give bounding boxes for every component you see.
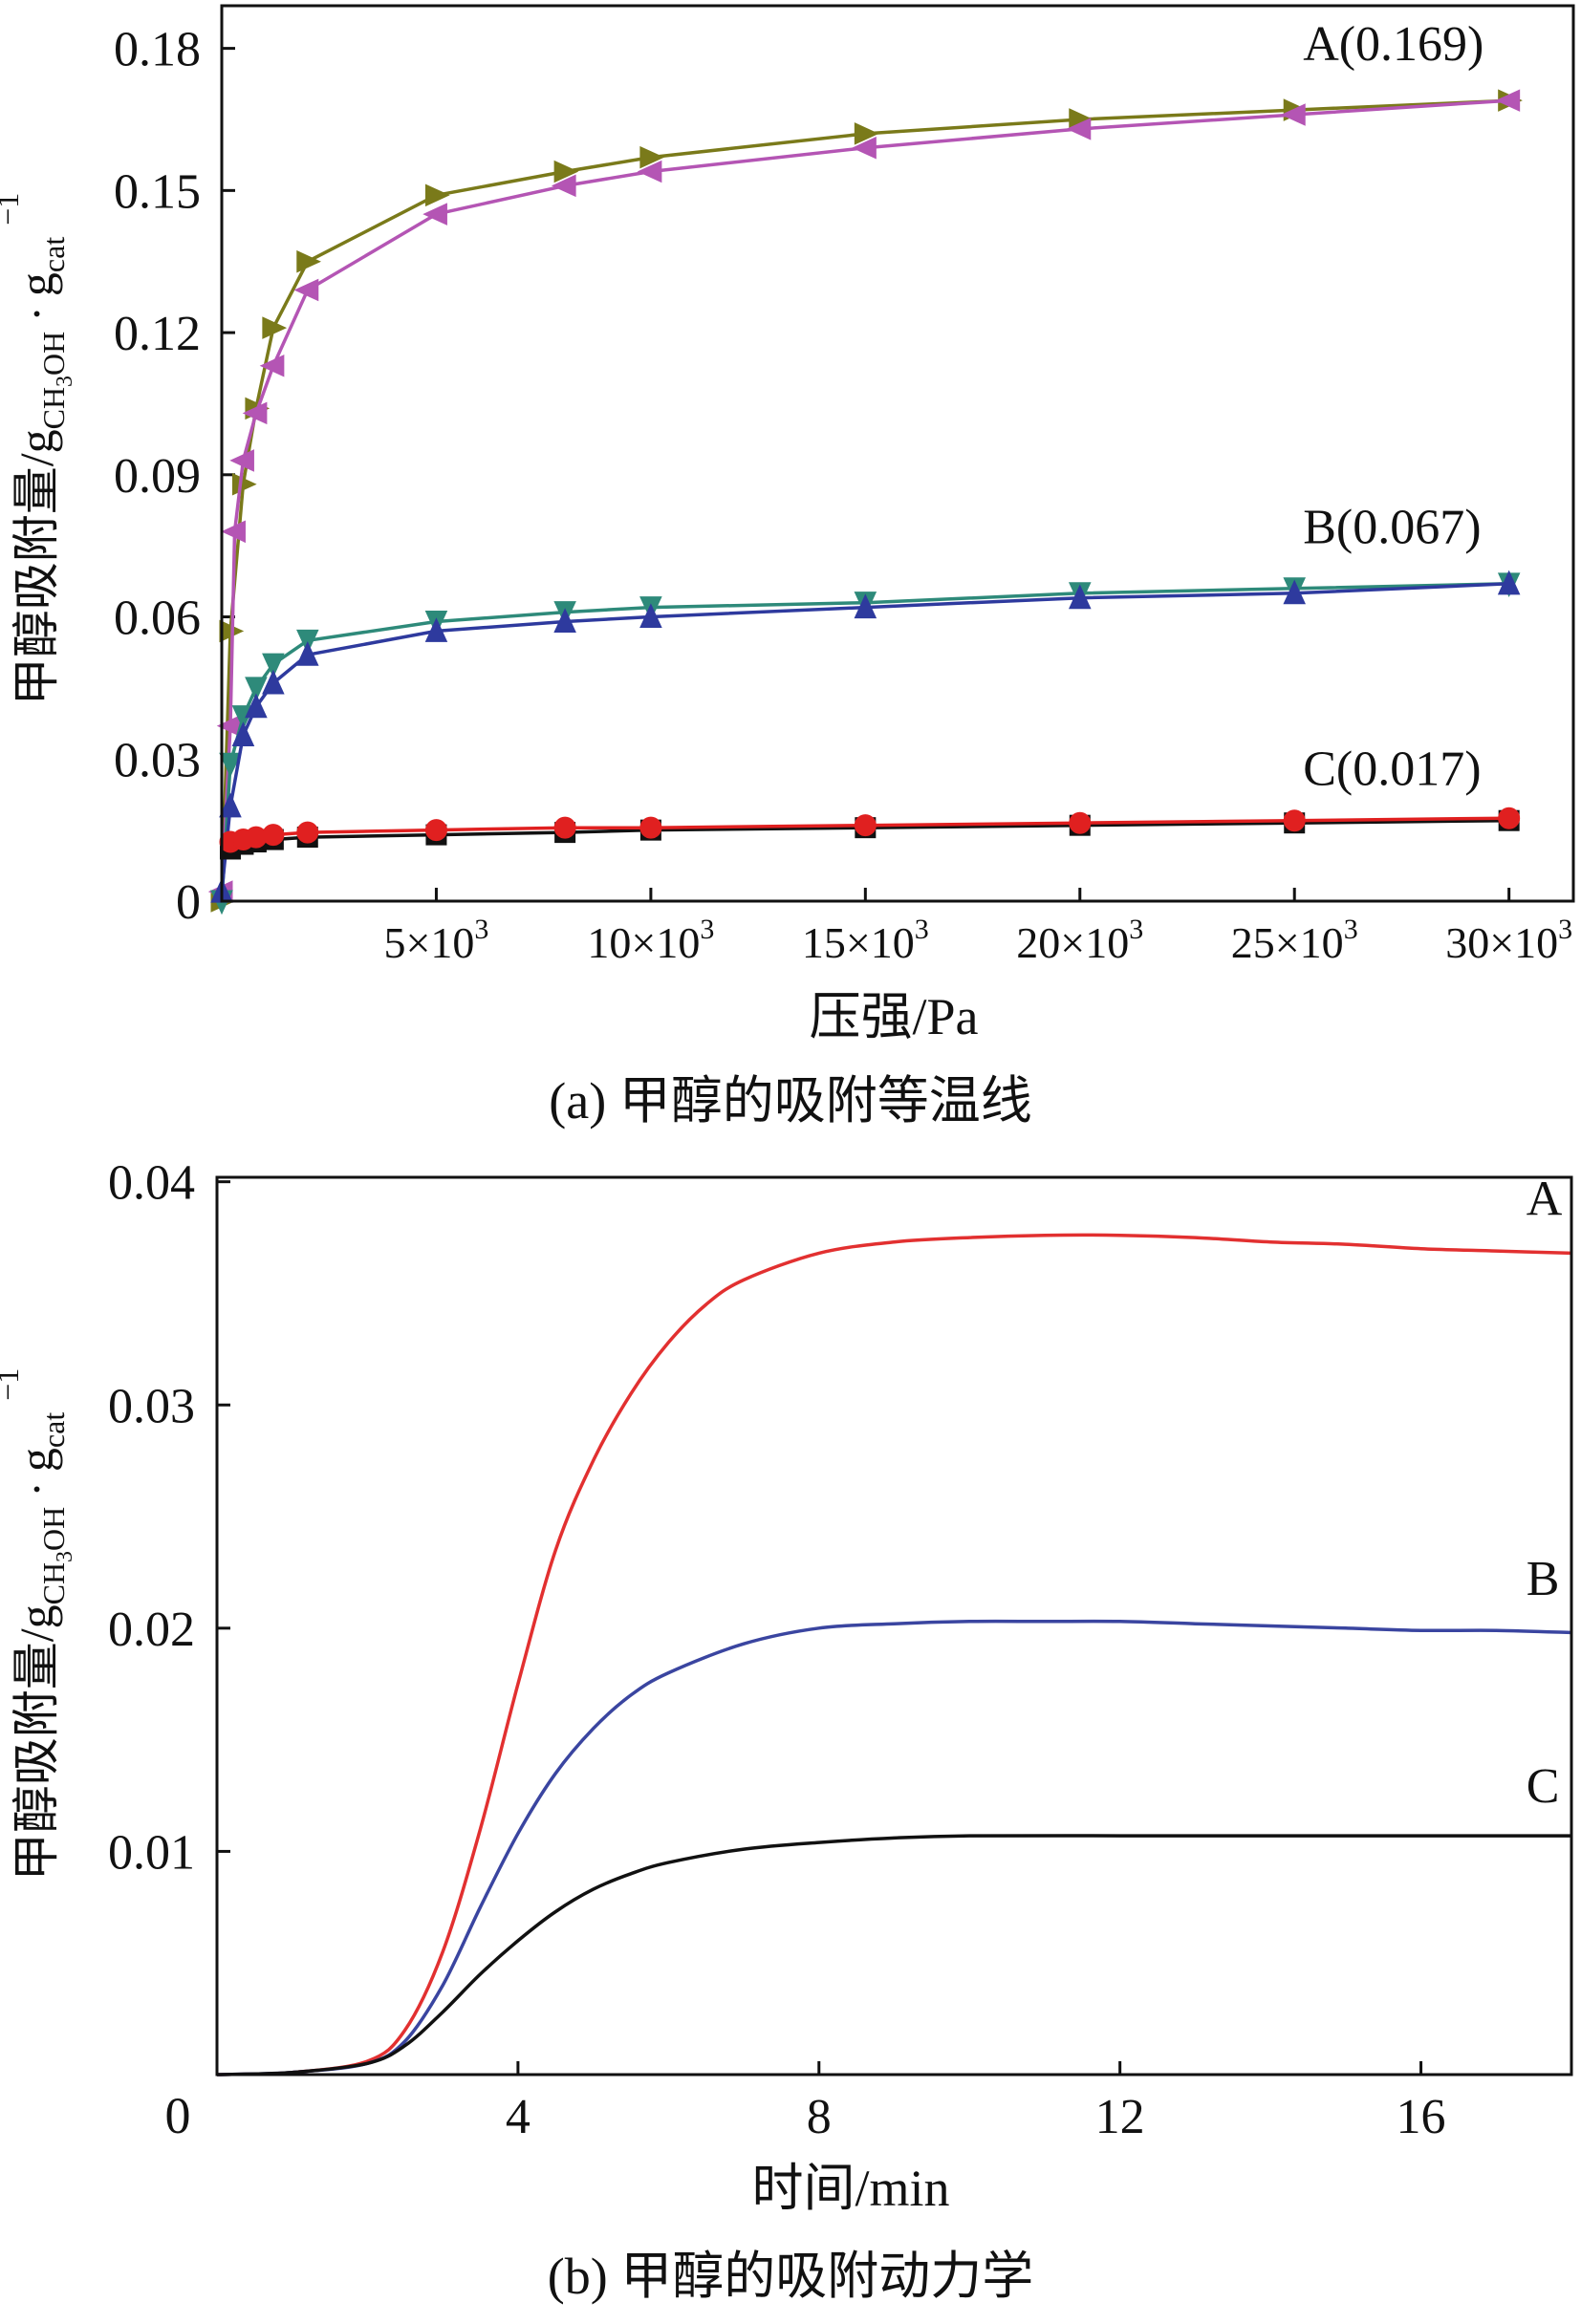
- panel-a-series: [207, 89, 1523, 915]
- x-tick-label: 15×103: [802, 914, 929, 967]
- data-point-B-desorption: [231, 721, 255, 746]
- y-tick-label: 0.03: [114, 733, 201, 787]
- y-tick-label: 0.12: [114, 307, 201, 361]
- data-point-B-adsorption: [245, 677, 268, 702]
- series-annotation: B(0.067): [1303, 501, 1481, 555]
- x-tick-label: 10×103: [587, 914, 714, 967]
- y-tick-label: 0.04: [108, 1156, 195, 1211]
- data-point-C-desorption: [296, 821, 319, 844]
- series-line-A-desorption: [220, 98, 1509, 893]
- series-annotation: C: [1527, 1759, 1560, 1814]
- x-tick-label: 12: [1095, 2090, 1145, 2144]
- data-point-B-desorption: [553, 608, 576, 633]
- data-point-B-desorption: [262, 669, 285, 695]
- data-point-C-desorption: [1283, 809, 1306, 832]
- y-tick-label: 0.15: [114, 164, 201, 219]
- y-tick-label: 0.01: [108, 1825, 195, 1880]
- data-point-B-desorption: [1283, 579, 1307, 605]
- data-point-B-desorption: [854, 593, 877, 619]
- panel-b-x-tick-labels: 4 8 12 16: [506, 2090, 1446, 2144]
- data-point-B-adsorption: [219, 752, 242, 778]
- y-tick-label: 0.02: [108, 1603, 195, 1657]
- y-tick-label: 0.09: [114, 449, 201, 504]
- data-point-A-adsorption: [854, 122, 879, 145]
- x-tick-label: 25×103: [1231, 914, 1358, 967]
- data-point-B-adsorption: [262, 653, 285, 678]
- data-point-B-desorption: [295, 641, 319, 666]
- panel-a-x-axis-label: 压强/Pa: [809, 988, 978, 1045]
- series-line-B: [216, 1619, 1572, 2077]
- data-point-C-desorption: [553, 816, 576, 839]
- x-tick-label: 5×103: [383, 914, 488, 967]
- data-point-B-desorption: [639, 603, 662, 629]
- panel-a-annotations: A(0.169) B(0.067) C(0.017): [1303, 17, 1484, 797]
- series-annotation: A(0.169): [1303, 17, 1484, 72]
- panel-b-origin-label: 0: [165, 2087, 191, 2144]
- series-annotation: C(0.017): [1303, 742, 1481, 797]
- data-point-A-desorption: [293, 278, 319, 302]
- x-tick-label: 8: [807, 2090, 832, 2144]
- panel-b-x-axis-label: 时间/min: [751, 2160, 949, 2217]
- x-tick-label: 20×103: [1016, 914, 1143, 967]
- data-point-B-desorption: [219, 792, 242, 818]
- data-point-B-desorption: [424, 617, 448, 642]
- data-point-C-desorption: [424, 819, 447, 842]
- panel-a-ticks: [222, 47, 1511, 903]
- series-annotation: A: [1527, 1173, 1563, 1227]
- panel-b-series: [216, 1233, 1572, 2077]
- data-point-A-desorption: [221, 520, 246, 544]
- data-point-A-desorption: [852, 136, 877, 160]
- panel-a-isotherm: 0 0.03 0.06 0.09 0.12 0.15 0.18 5×103 10×103 15×…: [0, 4, 1575, 1130]
- x-tick-label: 4: [506, 2090, 531, 2144]
- data-point-B-desorption: [245, 693, 268, 719]
- x-tick-label: 30×103: [1445, 914, 1572, 967]
- series-line-B-desorption: [220, 582, 1509, 893]
- panel-a-y-axis-label: 甲醇吸附量/gCH3OH·gcat−1: [0, 193, 77, 706]
- y-tick-label: 0.03: [108, 1379, 195, 1433]
- data-point-C-desorption: [1498, 807, 1521, 829]
- panel-b-annotations: A B C: [1527, 1173, 1563, 1814]
- data-point-A-desorption: [229, 449, 254, 472]
- panel-b-ticks: [217, 1180, 1423, 2075]
- data-point-B-desorption: [1497, 570, 1521, 595]
- data-point-A-desorption: [242, 401, 268, 425]
- panel-b-y-axis-label: 甲醇吸附量/gCH3OH·gcat−1: [0, 1368, 77, 1882]
- series-annotation: B: [1527, 1552, 1560, 1606]
- data-point-A-adsorption: [262, 316, 288, 339]
- panel-b-plot-frame: [215, 1175, 1573, 2077]
- data-point-C-desorption: [262, 824, 285, 847]
- y-tick-label: 0.06: [114, 592, 201, 646]
- data-point-B-desorption: [1068, 584, 1092, 610]
- data-point-A-desorption: [422, 203, 447, 226]
- data-point-A-adsorption: [639, 145, 665, 169]
- data-point-A-adsorption: [424, 183, 450, 207]
- data-point-A-desorption: [551, 174, 576, 198]
- data-point-C-desorption: [639, 816, 662, 839]
- x-tick-label: 16: [1397, 2090, 1446, 2144]
- y-tick-label: 0: [176, 875, 201, 930]
- y-tick-label: 0.18: [114, 23, 201, 77]
- panel-b-caption: (b) 甲醇的吸附动力学: [548, 2248, 1033, 2305]
- panel-a-y-tick-labels: 0 0.03 0.06 0.09 0.12 0.15 0.18: [114, 23, 201, 930]
- series-line-A: [216, 1233, 1572, 2077]
- data-point-A-desorption: [1066, 118, 1092, 140]
- data-point-C-desorption: [854, 814, 877, 837]
- data-point-A-adsorption: [553, 160, 579, 183]
- data-point-A-desorption: [1281, 103, 1306, 126]
- panel-a-x-tick-labels: 5×103 10×103 15×103 20×103 25×103 30×103: [383, 914, 1572, 967]
- panel-b-kinetics: 0.01 0.02 0.03 0.04 4 8 12 16 A B C 0 时间/min 甲醇吸…: [0, 1156, 1573, 2305]
- panel-a-caption: (a) 甲醇的吸附等温线: [549, 1072, 1031, 1130]
- series-line-C: [216, 1834, 1571, 2077]
- panel-b-y-tick-labels: 0.01 0.02 0.03 0.04: [108, 1156, 195, 1881]
- data-point-A-adsorption: [296, 249, 321, 273]
- data-point-C-desorption: [1069, 811, 1092, 834]
- data-point-A-desorption: [259, 355, 285, 377]
- data-point-A-desorption: [637, 160, 662, 183]
- data-point-A-desorption: [1495, 89, 1521, 112]
- panel-a-plot-frame: [220, 4, 1575, 903]
